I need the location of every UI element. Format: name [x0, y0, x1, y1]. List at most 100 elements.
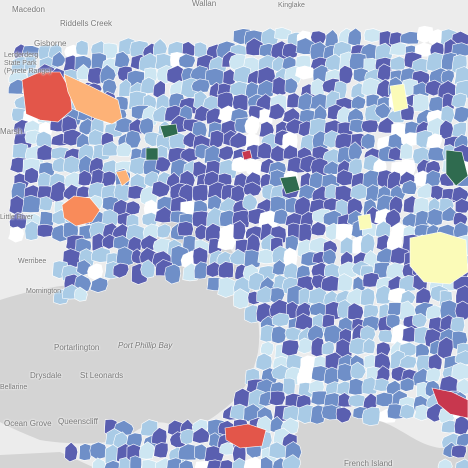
suburb-region[interactable] [140, 459, 159, 468]
suburb-region[interactable] [192, 184, 209, 204]
suburb-region[interactable] [335, 406, 353, 424]
suburb-region[interactable] [399, 289, 416, 305]
suburb-region[interactable] [338, 64, 354, 86]
region-central-green-c[interactable] [145, 147, 159, 161]
region-north-west-orange[interactable] [63, 73, 123, 125]
suburb-region[interactable] [21, 194, 42, 213]
suburb-region[interactable] [101, 141, 119, 157]
suburb-region[interactable] [36, 144, 54, 161]
suburb-region[interactable] [257, 108, 273, 124]
suburb-region[interactable] [74, 286, 88, 302]
suburb-region[interactable] [24, 220, 40, 241]
suburb-region[interactable] [129, 455, 142, 468]
suburb-region[interactable] [360, 287, 376, 307]
suburb-region[interactable] [399, 31, 420, 45]
suburb-region[interactable] [151, 180, 171, 198]
region-west-orange-small[interactable] [115, 169, 131, 187]
suburb-region[interactable] [260, 341, 275, 357]
suburb-region[interactable] [217, 261, 234, 279]
suburb-region[interactable] [114, 51, 131, 69]
suburb-region[interactable] [389, 42, 408, 56]
suburb-region[interactable] [178, 53, 196, 69]
suburb-region[interactable] [362, 338, 376, 354]
suburb-region[interactable] [176, 221, 194, 237]
region-central-green-b[interactable] [159, 123, 179, 139]
suburb-region[interactable] [51, 51, 67, 68]
suburb-region[interactable] [244, 115, 260, 136]
suburb-region[interactable] [320, 275, 342, 292]
suburb-region[interactable] [229, 131, 249, 149]
suburb-region[interactable] [243, 249, 262, 270]
suburb-region[interactable] [49, 180, 66, 203]
highlight-regions[interactable] [21, 71, 468, 449]
region-south-red[interactable] [224, 423, 267, 449]
suburb-region[interactable] [206, 207, 223, 228]
suburb-region[interactable] [451, 444, 467, 459]
suburb-region[interactable] [455, 458, 468, 468]
suburb-region[interactable] [10, 55, 29, 76]
suburb-region[interactable] [377, 329, 393, 343]
suburb-region[interactable] [398, 354, 417, 369]
suburb-region[interactable] [115, 246, 135, 268]
suburb-region[interactable] [140, 259, 156, 279]
suburb-region[interactable] [125, 130, 142, 149]
suburb-region[interactable] [310, 337, 325, 357]
suburb-region[interactable] [256, 142, 273, 160]
suburb-region[interactable] [297, 337, 314, 354]
suburb-region[interactable] [91, 457, 107, 468]
region-central-green-a[interactable] [279, 175, 301, 195]
suburb-region[interactable] [337, 273, 354, 292]
suburb-region[interactable] [209, 129, 225, 149]
region-east-yellow[interactable] [409, 231, 468, 285]
suburb-region[interactable] [430, 184, 446, 201]
suburb-region[interactable] [191, 78, 211, 93]
suburb-region[interactable] [127, 236, 142, 252]
suburb-region[interactable] [78, 443, 93, 461]
region-north-yellow[interactable] [389, 83, 409, 113]
suburb-region[interactable] [77, 169, 93, 187]
suburb-region[interactable] [243, 456, 264, 468]
suburb-region[interactable] [257, 79, 276, 99]
suburb-region[interactable] [271, 325, 287, 344]
suburb-region[interactable] [22, 45, 42, 59]
suburb-region[interactable] [427, 353, 443, 372]
suburb-region[interactable] [401, 179, 418, 195]
suburb-region[interactable] [179, 428, 195, 445]
region-inner-red[interactable] [241, 149, 253, 161]
suburb-region[interactable] [350, 361, 367, 380]
suburb-region[interactable] [125, 432, 143, 448]
suburb-region[interactable] [101, 209, 120, 228]
suburb-region[interactable] [104, 460, 121, 468]
suburb-region[interactable] [456, 433, 468, 448]
suburb-region[interactable] [217, 145, 235, 161]
suburb-region[interactable] [217, 276, 237, 298]
suburb-region[interactable] [281, 454, 301, 468]
suburb-region[interactable] [89, 276, 109, 293]
suburb-region[interactable] [168, 131, 187, 152]
suburb-region[interactable] [298, 223, 313, 243]
suburb-region[interactable] [154, 206, 175, 224]
suburb-region[interactable] [451, 121, 467, 138]
suburb-region[interactable] [310, 30, 327, 46]
suburb-region[interactable] [232, 93, 249, 113]
suburb-region[interactable] [360, 133, 376, 150]
suburb-region[interactable] [178, 459, 194, 468]
suburb-region[interactable] [153, 442, 169, 459]
suburb-region[interactable] [219, 442, 234, 456]
suburb-region[interactable] [363, 28, 382, 43]
suburb-region[interactable] [116, 142, 133, 157]
suburb-region[interactable] [177, 443, 199, 461]
suburb-region[interactable] [38, 196, 53, 211]
suburb-region[interactable] [454, 198, 468, 214]
suburb-region[interactable] [181, 41, 197, 58]
suburb-region[interactable] [348, 394, 367, 408]
suburb-region[interactable] [426, 133, 442, 150]
suburb-region[interactable] [139, 441, 155, 460]
suburb-region[interactable] [36, 223, 55, 238]
suburb-region[interactable] [155, 156, 172, 173]
suburb-region[interactable] [360, 119, 379, 134]
suburb-region[interactable] [156, 223, 172, 239]
suburb-region[interactable] [310, 221, 327, 237]
suburb-region[interactable] [439, 375, 459, 392]
suburb-region[interactable] [260, 456, 274, 468]
